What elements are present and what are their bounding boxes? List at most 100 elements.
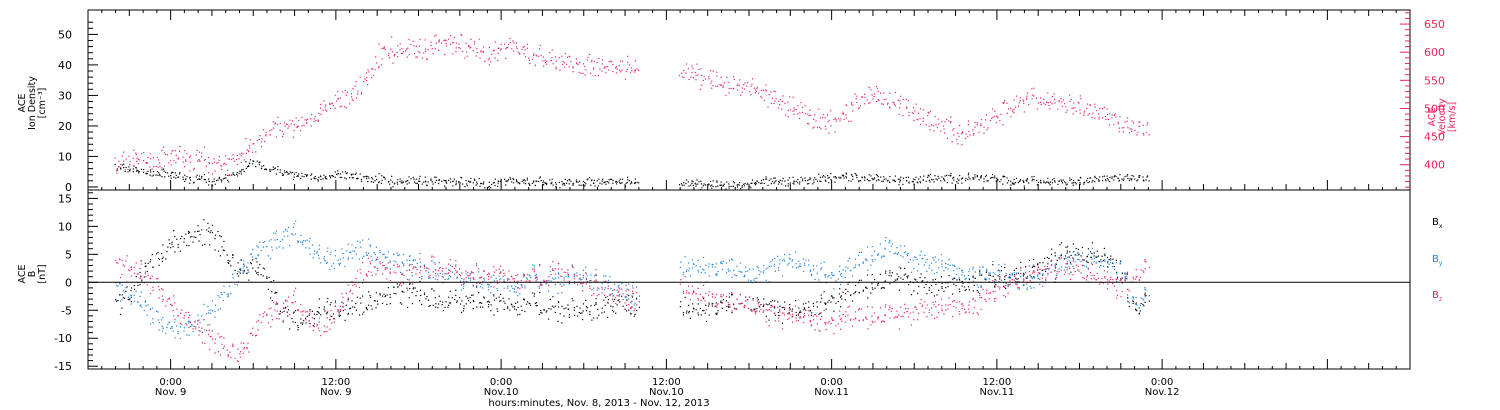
bottom-point [613,298,616,301]
bottom-point [980,308,982,311]
top-point [407,179,409,182]
top-point [487,59,489,61]
bottom-point [883,287,885,289]
bottom-point [721,307,723,309]
bottom-point [318,330,320,332]
bottom-point [406,259,408,261]
top-point [145,172,147,175]
top-point [163,168,165,170]
bottom-point [754,311,756,313]
top-point [336,100,338,102]
bottom-point [1107,261,1109,263]
bottom-point [237,348,239,350]
top-point [136,160,138,162]
bottom-point [1055,276,1057,279]
bottom-point [731,276,733,279]
top-point [1023,185,1025,187]
bottom-point [783,312,785,314]
top-point [943,128,945,130]
bottom-point [717,310,719,312]
bottom-point [271,246,273,248]
top-point [1049,101,1052,103]
bottom-point [1047,263,1049,265]
top-point [972,176,974,179]
bottom-point [903,312,905,314]
bottom-point [585,310,588,312]
top-point [889,181,891,183]
top-point [286,123,288,125]
bottom-point [297,241,299,244]
bottom-point [874,250,876,252]
bottom-point [553,306,555,308]
bottom-point [900,306,902,308]
top-point [594,185,596,187]
bottom-point [1103,253,1105,255]
bottom-point [386,303,388,305]
top-point [1007,108,1010,110]
top-point [1114,175,1116,177]
bottom-point [686,310,688,312]
bottom-point [557,301,559,303]
bottom-point [217,295,219,297]
top-point [150,158,152,160]
top-point [306,122,308,124]
bottom-point [795,320,797,322]
top-point [339,97,342,99]
bottom-point [828,299,830,301]
top-point [908,111,910,113]
top-point [597,185,599,187]
bottom-point [1017,272,1019,274]
top-point [405,181,407,183]
top-point [1138,176,1140,179]
bottom-point [449,290,451,292]
bottom-point [432,271,434,273]
bottom-point [871,315,873,317]
bottom-point [795,251,797,253]
bottom-point [300,318,302,320]
top-point [958,135,960,138]
bottom-point [798,265,801,267]
bottom-point [1072,260,1075,262]
bottom-point [715,313,717,315]
top-point [301,175,303,177]
top-point [396,51,398,54]
top-point [967,174,969,176]
top-point [974,174,976,176]
top-point [996,116,998,118]
bottom-point [839,310,841,312]
top-point [391,36,393,38]
top-point [986,180,988,182]
top-point [512,178,514,180]
bottom-point [945,262,947,265]
bottom-point [1058,257,1060,259]
top-point [619,182,621,184]
top-point [793,180,795,182]
bottom-point [865,286,867,288]
bottom-point [716,304,718,306]
top-point [685,182,687,185]
bottom-point [606,316,609,319]
bottom-point [958,288,960,290]
bottom-point [386,294,388,296]
top-point [601,59,604,61]
bottom-point [476,285,478,287]
bottom-point [349,307,351,310]
bottom-point [731,259,733,261]
bottom-point [576,275,578,277]
bottom-point [393,253,395,256]
top-point [528,59,531,61]
bottom-point [454,273,456,275]
bottom-point [998,288,1001,290]
top-point [458,180,460,183]
bottom-point [616,295,618,297]
top-point [1002,124,1004,126]
bottom-point [870,292,872,294]
top-point [220,179,222,181]
bottom-point [727,306,730,308]
bottom-point [992,275,994,278]
bottom-point [613,289,616,291]
bottom-point [563,315,565,317]
bottom-point [341,248,343,250]
top-point [1023,111,1025,113]
top-point [634,182,636,185]
